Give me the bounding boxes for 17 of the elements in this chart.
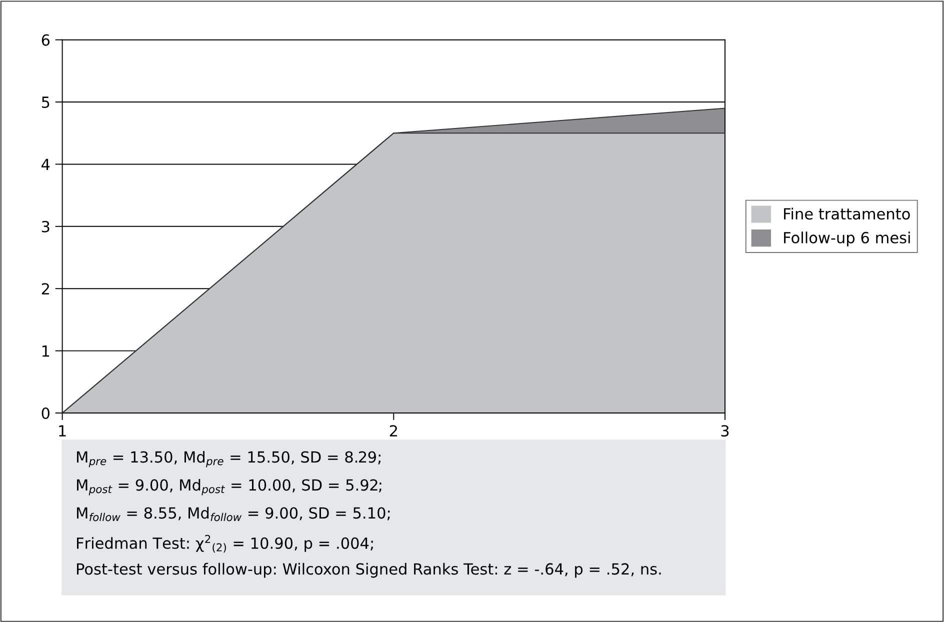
y-tick-label: 4 bbox=[42, 158, 50, 170]
x-tick-label: 2 bbox=[390, 425, 397, 436]
text: M$_{follow}$ = 8.55, Md$_{follow}$ = 9.00, SD = 5.10; bbox=[77, 506, 390, 522]
text: Post-test versus follow-up: Wilcoxon Signed Ranks Test: z = -.64, p = .52, ns. bbox=[77, 562, 661, 578]
y-tick-label: 5 bbox=[42, 96, 50, 108]
y-tick-label: 2 bbox=[42, 283, 49, 294]
text: M$_{post}$ = 9.00, Md$_{post}$ = 10.00, SD = 5.92; bbox=[77, 478, 382, 496]
legend-label: Fine trattamento bbox=[784, 208, 910, 220]
text: Friedman Test: χ$^{2}$$_{(2)}$ = 10.90, p = .004; bbox=[77, 534, 373, 553]
text: M$_{pre}$ = 13.50, Md$_{pre}$ = 15.50, SD = 8.29; bbox=[77, 450, 380, 468]
x-tick-label: 1 bbox=[59, 425, 66, 436]
y-tick-label: 0 bbox=[42, 407, 50, 420]
y-tick-label: 6 bbox=[42, 34, 50, 46]
x-tick-label: 3 bbox=[721, 425, 729, 437]
legend-label: Follow-up 6 mesi bbox=[784, 232, 910, 246]
y-tick-label: 3 bbox=[42, 220, 50, 232]
y-tick-label: 1 bbox=[42, 345, 50, 357]
